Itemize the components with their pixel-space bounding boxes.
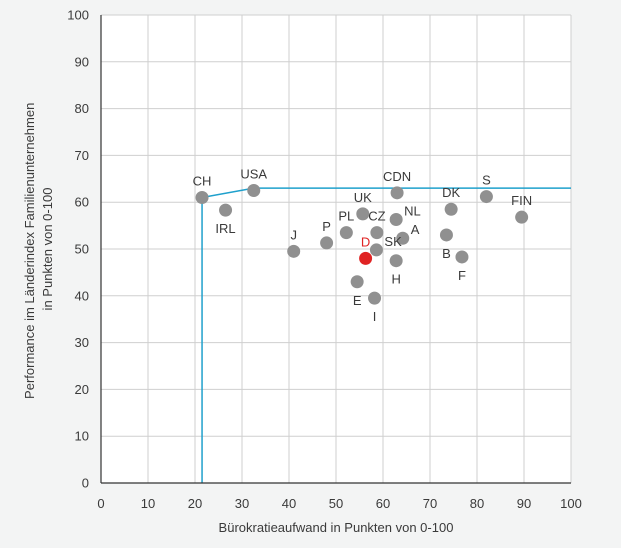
point-label-sk: SK (384, 234, 402, 249)
point-label-h: H (391, 272, 400, 287)
point-label-pl: PL (338, 209, 354, 224)
point-label-j: J (290, 227, 297, 242)
data-point-p (320, 236, 334, 250)
y-tick-labels: 0 10 20 30 40 50 60 70 80 90 100 (67, 8, 89, 491)
frontier-line (201, 187, 571, 483)
data-point-cdn (390, 186, 404, 200)
data-point-f (455, 250, 469, 264)
data-point-sk (369, 243, 383, 257)
x-tick-label: 20 (188, 496, 202, 511)
x-tick-label: 60 (376, 496, 390, 511)
x-tick-label: 70 (423, 496, 437, 511)
data-point-d (359, 251, 373, 265)
x-axis-title: Bürokratieaufwand in Punkten von 0-100 (219, 520, 454, 535)
data-point-uk (356, 207, 370, 221)
x-tick-label: 10 (141, 496, 155, 511)
y-tick-label: 30 (75, 335, 89, 350)
data-points (195, 184, 529, 305)
point-label-s: S (482, 173, 491, 188)
data-point-pl (339, 226, 353, 240)
data-point-cz (370, 226, 384, 240)
point-label-irl: IRL (215, 221, 235, 236)
y-tick-label: 20 (75, 382, 89, 397)
point-label-dk: DK (442, 185, 460, 200)
y-tick-label: 50 (75, 242, 89, 257)
data-point-usa (247, 184, 261, 197)
data-point-h (389, 254, 403, 268)
y-axis-title-line-1: Performance im Länderindex Familienunter… (22, 103, 37, 399)
point-label-d: D (361, 234, 370, 249)
x-tick-label: 0 (97, 496, 104, 511)
y-axis-title-line-2: in Punkten von 0-100 (40, 188, 55, 311)
x-tick-label: 50 (329, 496, 343, 511)
data-point-b (439, 228, 453, 242)
data-point-dk (444, 202, 458, 216)
point-label-uk: UK (354, 190, 372, 205)
y-tick-label: 40 (75, 288, 89, 303)
x-tick-label: 40 (282, 496, 296, 511)
y-tick-label: 80 (75, 101, 89, 116)
point-label-ch: CH (193, 174, 212, 189)
y-axis-title: Performance im Länderindex Familienunter… (22, 99, 55, 399)
data-point-nl (389, 213, 403, 227)
point-label-p: P (322, 219, 331, 234)
data-point-e (350, 275, 364, 289)
point-label-e: E (353, 293, 362, 308)
data-point-i (368, 291, 382, 305)
point-label-cdn: CDN (383, 169, 411, 184)
data-point-s (479, 190, 493, 204)
point-label-cz: CZ (368, 209, 385, 224)
y-tick-label: 90 (75, 54, 89, 69)
y-tick-label: 0 (82, 476, 89, 491)
data-point-a (396, 231, 410, 245)
y-tick-label: 100 (67, 8, 89, 23)
x-tick-label: 30 (235, 496, 249, 511)
data-point-j (287, 244, 301, 258)
point-label-b: B (442, 246, 451, 261)
point-label-f: F (458, 268, 466, 283)
x-tick-label: 90 (517, 496, 531, 511)
point-label-a: A (411, 222, 420, 237)
y-tick-label: 70 (75, 148, 89, 163)
point-label-nl: NL (404, 204, 421, 219)
point-label-fin: FIN (511, 193, 532, 208)
data-point-ch (195, 191, 209, 205)
point-label-usa: USA (240, 167, 267, 182)
x-tick-label: 80 (470, 496, 484, 511)
x-tick-label: 100 (560, 496, 582, 511)
y-tick-label: 60 (75, 195, 89, 210)
y-tick-label: 10 (75, 429, 89, 444)
grid-lines (100, 14, 572, 484)
point-label-i: I (373, 309, 377, 324)
data-point-fin (515, 210, 529, 224)
x-tick-labels: 0 10 20 30 40 50 60 70 80 90 100 (97, 496, 581, 511)
data-point-irl (219, 203, 233, 217)
